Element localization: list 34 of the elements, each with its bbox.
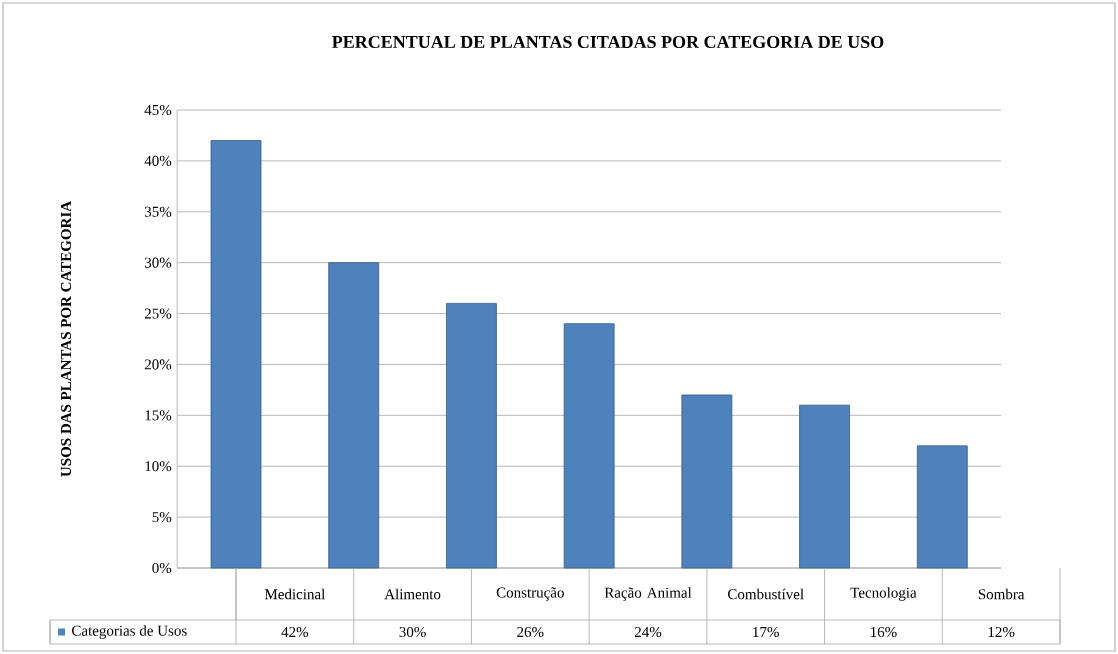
y-tick-label: 5%: [152, 512, 172, 523]
y-tick-label: 35%: [144, 206, 172, 217]
bar: [328, 262, 380, 569]
bar: [916, 445, 968, 569]
y-tick-label: 30%: [144, 257, 172, 268]
y-tick-label: 15%: [145, 410, 172, 421]
x-tick-label: Sombra: [978, 588, 1025, 600]
data-label: 17%: [753, 626, 779, 638]
x-tick-label: Construção: [496, 587, 564, 601]
bar: [210, 140, 262, 569]
y-tick-label: 45%: [144, 104, 172, 116]
data-label: 16%: [871, 626, 897, 638]
chart-title: PERCENTUAL DE PLANTAS CITADAS POR CATEGORIA DE USO: [332, 35, 884, 49]
y-tick-label: 20%: [144, 359, 172, 370]
bar: [799, 404, 850, 569]
legend-label: Categorias de Usos: [72, 625, 187, 639]
y-tick-label: 25%: [144, 308, 172, 319]
data-label: 26%: [517, 626, 544, 638]
data-label: 42%: [281, 626, 309, 638]
bar: [563, 323, 615, 569]
x-tick-label: Ração Animal: [604, 587, 692, 601]
data-label: 24%: [634, 626, 662, 638]
x-tick-label: Combustível: [728, 588, 804, 600]
bar: [681, 394, 733, 569]
data-label: 30%: [399, 626, 426, 638]
bar: [446, 302, 497, 569]
y-tick-label: 0%: [152, 562, 172, 574]
y-axis-title: USOS DAS PLANTAS POR CATEGORIA: [60, 201, 72, 477]
y-tick-label: 10%: [145, 461, 172, 472]
x-tick-label: Alimento: [384, 588, 441, 600]
y-tick-label: 40%: [144, 155, 172, 166]
x-tick-label: Medicinal: [264, 588, 325, 600]
x-tick-label: Tecnologia: [850, 587, 917, 601]
data-label: 12%: [988, 626, 1015, 638]
